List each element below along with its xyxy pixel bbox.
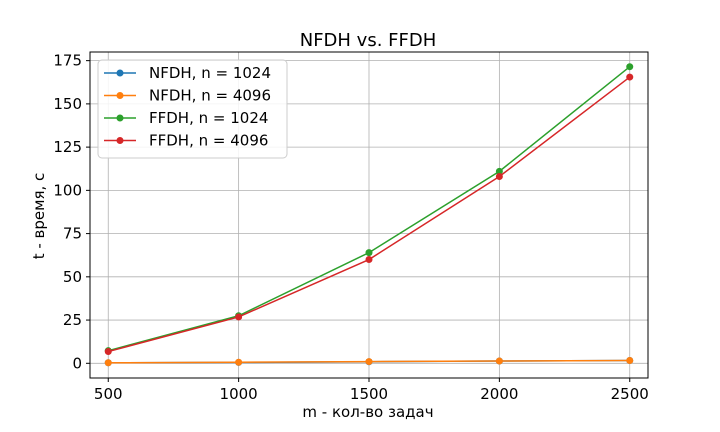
legend-label: NFDH, n = 4096 (149, 87, 271, 105)
data-point (495, 357, 503, 365)
data-point (365, 249, 373, 257)
y-tick-label: 100 (53, 181, 82, 199)
x-tick-label: 2500 (611, 385, 649, 403)
data-point (104, 348, 112, 356)
legend-swatch-marker (116, 137, 124, 144)
x-axis-label: m - кол-во задач (302, 403, 433, 421)
data-point (104, 359, 112, 367)
y-tick-label: 50 (63, 268, 82, 286)
x-axis: 500 1000 1500 2000 2500 (94, 378, 649, 403)
y-tick-label: 125 (53, 138, 82, 156)
y-axis: 0 25 50 75 100 125 150 175 (53, 52, 90, 372)
legend-label: FFDH, n = 1024 (149, 109, 268, 127)
data-point (626, 73, 634, 81)
x-tick-label: 1000 (220, 385, 258, 403)
legend-item: FFDH, n = 4096 (104, 132, 268, 150)
x-tick-label: 2000 (480, 385, 518, 403)
series-lines (104, 63, 634, 367)
data-point (495, 167, 503, 175)
y-tick-label: 75 (63, 225, 82, 243)
x-tick-label: 500 (94, 385, 123, 403)
legend-label: NFDH, n = 1024 (149, 64, 271, 82)
chart-title: NFDH vs. FFDH (300, 30, 437, 51)
legend-label: FFDH, n = 4096 (149, 132, 268, 150)
data-point (626, 357, 634, 365)
data-point (495, 173, 503, 181)
data-point (626, 63, 634, 71)
x-tick-label: 1500 (350, 385, 388, 403)
legend-item: FFDH, n = 1024 (104, 109, 268, 127)
legend-item: NFDH, n = 1024 (104, 64, 271, 82)
series-2 (104, 357, 634, 367)
plot-area (89, 51, 649, 379)
legend-item: NFDH, n = 4096 (104, 87, 271, 105)
legend-swatch-marker (116, 114, 124, 122)
data-point (235, 313, 243, 321)
legend-box (97, 59, 288, 159)
y-tick-label: 150 (53, 95, 82, 113)
y-axis-label: t - время, с (30, 173, 48, 260)
legend: NFDH, n = 1024 NFDH, n = 4096 FFDH, n = 10… (97, 59, 288, 159)
data-point (365, 256, 373, 264)
legend-swatch-marker (116, 69, 124, 77)
data-point (365, 358, 373, 366)
legend-swatch-marker (116, 92, 124, 99)
y-tick-label: 25 (63, 311, 82, 329)
grid-lines (90, 52, 648, 378)
data-point (235, 358, 243, 366)
y-tick-label: 175 (53, 52, 82, 70)
y-tick-label: 0 (72, 354, 82, 372)
series-4 (104, 73, 634, 356)
